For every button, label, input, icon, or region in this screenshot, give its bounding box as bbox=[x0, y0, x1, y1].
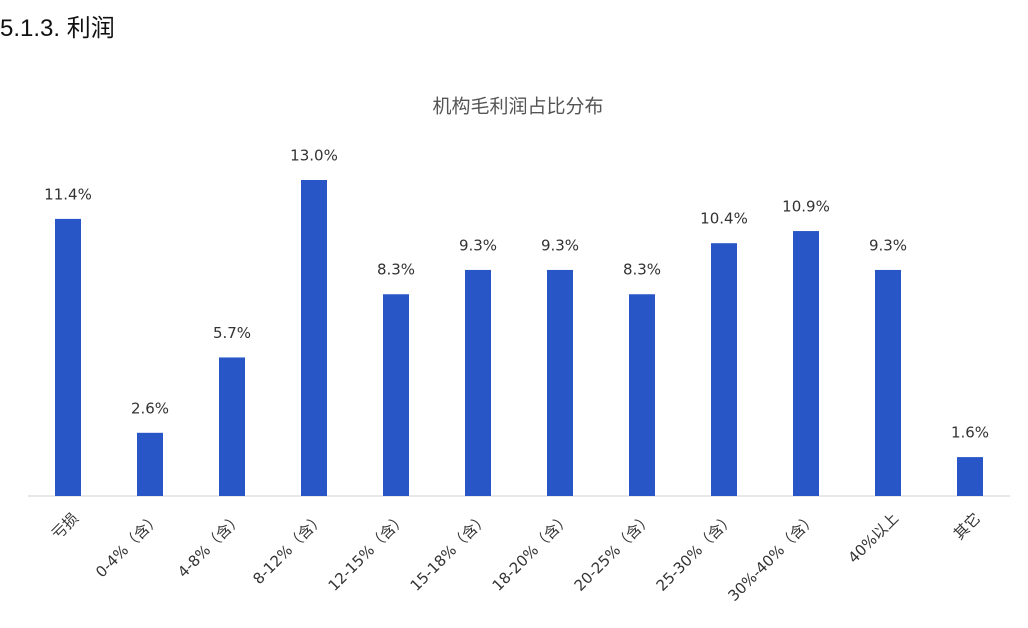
x-tick-label: 12-15%（含） bbox=[325, 509, 410, 594]
x-tick-label: 其它 bbox=[950, 509, 984, 543]
bar bbox=[793, 231, 819, 497]
data-label: 11.4% bbox=[44, 185, 92, 203]
bar bbox=[547, 269, 573, 496]
data-label: 8.3% bbox=[377, 261, 415, 279]
bar bbox=[875, 269, 901, 496]
data-label: 2.6% bbox=[131, 399, 169, 417]
data-label: 9.3% bbox=[459, 236, 497, 254]
data-label: 5.7% bbox=[213, 324, 251, 342]
bar bbox=[383, 294, 409, 496]
data-label: 10.4% bbox=[700, 210, 748, 228]
data-label: 10.9% bbox=[782, 198, 830, 216]
heading: 5.1.3. 利润 bbox=[0, 15, 115, 42]
bar bbox=[301, 180, 327, 496]
x-tick-label: 18-20%（含） bbox=[489, 509, 574, 594]
bar bbox=[957, 457, 983, 496]
x-tick-label: 8-12%（含） bbox=[249, 509, 328, 588]
x-tick-label: 0-4%（含） bbox=[92, 509, 164, 581]
x-tick-label: 25-30%（含） bbox=[653, 509, 738, 594]
chart-title: 机构毛利润占比分布 bbox=[432, 96, 603, 118]
bar bbox=[629, 294, 655, 496]
x-tick-label: 4-8%（含） bbox=[174, 509, 246, 581]
bar bbox=[465, 269, 491, 496]
data-label: 8.3% bbox=[623, 261, 661, 279]
bar bbox=[219, 357, 245, 496]
x-tick-label: 亏损 bbox=[48, 509, 82, 543]
bar bbox=[55, 218, 81, 496]
data-label: 9.3% bbox=[869, 236, 907, 254]
data-label: 13.0% bbox=[290, 147, 338, 165]
x-tick-label: 20-25%（含） bbox=[571, 509, 656, 594]
data-label: 1.6% bbox=[951, 424, 989, 442]
bar bbox=[711, 243, 737, 496]
data-label: 9.3% bbox=[541, 236, 579, 254]
x-tick-label: 15-18%（含） bbox=[407, 509, 492, 594]
x-tick-label: 30%-40%（含） bbox=[724, 509, 820, 605]
bar bbox=[137, 432, 163, 496]
x-tick-label: 40%以上 bbox=[844, 509, 902, 567]
